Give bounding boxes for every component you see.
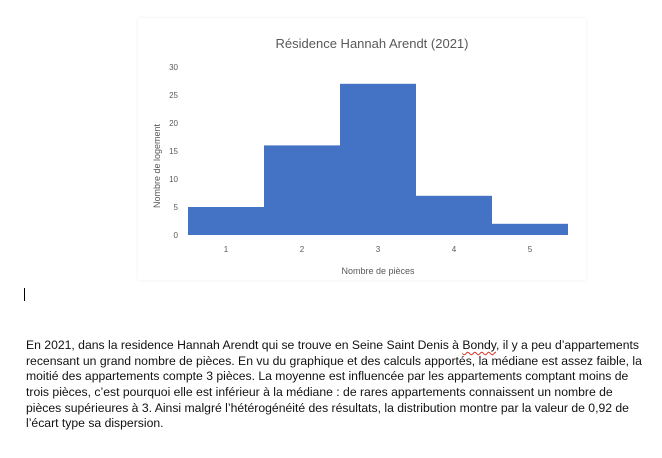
y-axis-title: Nombre de logement [152,123,162,208]
x-tick-label: 1 [224,245,229,254]
histogram-bar [416,195,492,235]
analysis-paragraph[interactable]: En 2021, dans la residence Hannah Arendt… [26,338,642,432]
y-tick-label: 5 [174,203,179,212]
histogram-bar [340,83,416,235]
paragraph-text-start: En 2021, dans la residence Hannah Arendt… [26,338,463,353]
x-tick-label: 5 [528,245,533,254]
x-axis-title: Nombre de pièces [341,266,415,276]
x-tick-label: 4 [452,245,457,254]
embedded-chart[interactable]: Résidence Hannah Arendt (2021) 0 5 10 15 20 2… [138,18,586,280]
histogram-bar [264,145,340,235]
text-cursor [24,288,25,301]
y-tick-label: 20 [169,119,178,128]
x-tick-label: 3 [376,245,381,254]
y-tick-label: 0 [174,231,179,240]
y-tick-label: 15 [169,147,178,156]
y-tick-label: 25 [169,91,178,100]
misspelled-word[interactable]: Bondy [462,338,496,353]
histogram-bar [492,223,568,235]
chart-title: Résidence Hannah Arendt (2021) [276,36,469,51]
y-tick-label: 30 [169,63,178,72]
x-tick-label: 2 [300,245,305,254]
histogram-bar [188,207,264,235]
y-tick-label: 10 [169,175,178,184]
histogram-chart: Résidence Hannah Arendt (2021) 051015202… [152,36,568,276]
paragraph-text-end: , il y a peu d’appartements recensant un… [26,338,642,431]
